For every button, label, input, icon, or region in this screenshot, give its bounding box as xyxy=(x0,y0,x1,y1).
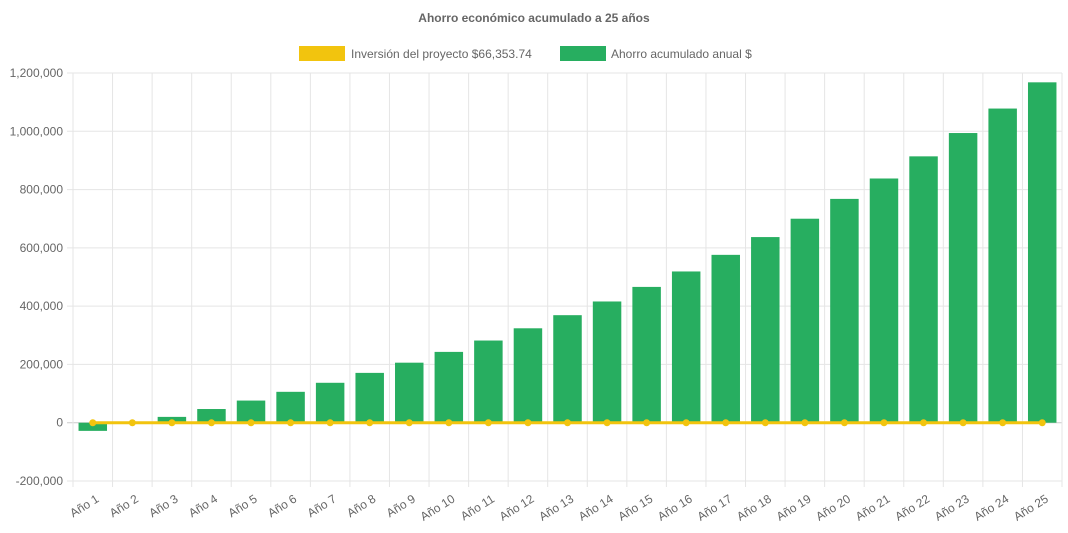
investment-point[interactable] xyxy=(564,419,571,427)
savings-bar[interactable] xyxy=(197,409,226,423)
savings-bar[interactable] xyxy=(869,178,899,423)
x-tick-label: Año 19 xyxy=(774,492,814,524)
investment-point[interactable] xyxy=(445,419,453,427)
investment-point[interactable] xyxy=(603,419,611,427)
y-tick-label: 0 xyxy=(56,416,63,430)
investment-point[interactable] xyxy=(89,419,97,427)
y-tick-label: 400,000 xyxy=(20,299,64,313)
x-tick-label: Año 4 xyxy=(186,491,220,520)
investment-point[interactable] xyxy=(801,419,809,427)
y-tick-label: 600,000 xyxy=(20,241,64,255)
x-tick-label: Año 10 xyxy=(418,492,458,524)
x-tick-label: Año 12 xyxy=(497,492,537,524)
investment-point[interactable] xyxy=(326,419,334,427)
x-tick-label: Año 2 xyxy=(107,491,141,520)
savings-bar[interactable] xyxy=(355,372,384,423)
x-tick-label: Año 11 xyxy=(458,492,497,524)
x-tick-label: Año 8 xyxy=(344,491,378,520)
investment-point[interactable] xyxy=(168,419,176,427)
x-tick-label: Año 9 xyxy=(384,491,418,520)
investment-point[interactable] xyxy=(405,419,413,427)
legend-label-investment: Inversión del proyecto $66,353.74 xyxy=(351,47,532,61)
investment-point[interactable] xyxy=(722,419,730,427)
savings-bar[interactable] xyxy=(236,400,266,423)
savings-bar[interactable] xyxy=(395,362,424,423)
y-tick-label: 200,000 xyxy=(20,357,64,371)
x-tick-label: Año 17 xyxy=(695,492,735,524)
x-tick-label: Año 18 xyxy=(734,492,774,524)
x-tick-label: Año 23 xyxy=(932,492,972,524)
savings-bar[interactable] xyxy=(1027,82,1057,423)
x-tick-label: Año 24 xyxy=(972,492,1012,524)
savings-bar[interactable] xyxy=(276,391,305,423)
investment-point[interactable] xyxy=(1038,419,1046,427)
investment-point[interactable] xyxy=(761,419,769,427)
chart-title: Ahorro económico acumulado a 25 años xyxy=(418,11,650,25)
x-tick-label: Año 6 xyxy=(265,491,299,520)
legend-item-investment[interactable]: Inversión del proyecto $66,353.74 xyxy=(299,46,532,61)
x-tick-label: Año 14 xyxy=(576,492,616,524)
investment-point[interactable] xyxy=(366,419,374,427)
legend-swatch-investment xyxy=(299,46,345,61)
x-tick-label: Año 3 xyxy=(146,491,180,520)
x-tick-label: Año 15 xyxy=(616,492,656,524)
savings-bar[interactable] xyxy=(632,286,661,423)
investment-point[interactable] xyxy=(643,419,651,427)
x-tick-label: Año 5 xyxy=(226,491,260,520)
investment-point[interactable] xyxy=(287,419,295,427)
savings-bar[interactable] xyxy=(909,156,938,423)
y-tick-label: 800,000 xyxy=(20,183,64,197)
legend-label-savings: Ahorro acumulado anual $ xyxy=(611,47,752,61)
bars xyxy=(78,82,1057,431)
x-tick-label: Año 25 xyxy=(1011,492,1051,524)
savings-bar[interactable] xyxy=(671,271,701,423)
investment-point[interactable] xyxy=(999,419,1007,427)
x-tick-label: Año 7 xyxy=(305,491,339,520)
investment-point[interactable] xyxy=(840,419,848,427)
investment-point[interactable] xyxy=(247,419,255,427)
legend: Inversión del proyecto $66,353.74 Ahorro… xyxy=(299,46,752,61)
legend-item-savings[interactable]: Ahorro acumulado anual $ xyxy=(560,46,752,61)
savings-bar[interactable] xyxy=(988,108,1017,423)
y-tick-label: 1,000,000 xyxy=(10,124,64,138)
savings-bar[interactable] xyxy=(790,218,820,423)
savings-bar[interactable] xyxy=(592,301,622,423)
legend-swatch-savings xyxy=(560,46,606,61)
investment-point[interactable] xyxy=(207,419,215,427)
savings-bar[interactable] xyxy=(513,328,543,423)
x-tick-label: Año 20 xyxy=(813,492,853,524)
grid xyxy=(67,72,1063,487)
investment-point[interactable] xyxy=(920,419,928,427)
investment-point[interactable] xyxy=(524,419,532,427)
investment-point[interactable] xyxy=(682,419,690,427)
investment-point[interactable] xyxy=(128,419,136,427)
investment-point[interactable] xyxy=(484,419,492,427)
savings-bar[interactable] xyxy=(830,198,859,423)
savings-bar[interactable] xyxy=(751,237,780,423)
savings-bar[interactable] xyxy=(78,422,108,431)
x-tick-label: Año 1 xyxy=(67,491,101,520)
x-tick-label: Año 13 xyxy=(536,492,576,524)
investment-point[interactable] xyxy=(959,419,967,427)
savings-bar[interactable] xyxy=(474,340,503,423)
x-tick-label: Año 22 xyxy=(892,492,932,524)
savings-bar[interactable] xyxy=(553,315,582,423)
savings-bar[interactable] xyxy=(315,382,345,423)
x-tick-label: Año 21 xyxy=(853,492,893,524)
savings-bar[interactable] xyxy=(948,133,978,423)
investment-line xyxy=(89,419,1046,427)
x-tick-label: Año 16 xyxy=(655,492,695,524)
y-tick-label: -200,000 xyxy=(16,474,64,488)
savings-bar[interactable] xyxy=(711,254,740,423)
savings-bar[interactable] xyxy=(434,351,464,423)
investment-point[interactable] xyxy=(880,419,888,427)
y-tick-label: 1,200,000 xyxy=(10,66,64,80)
